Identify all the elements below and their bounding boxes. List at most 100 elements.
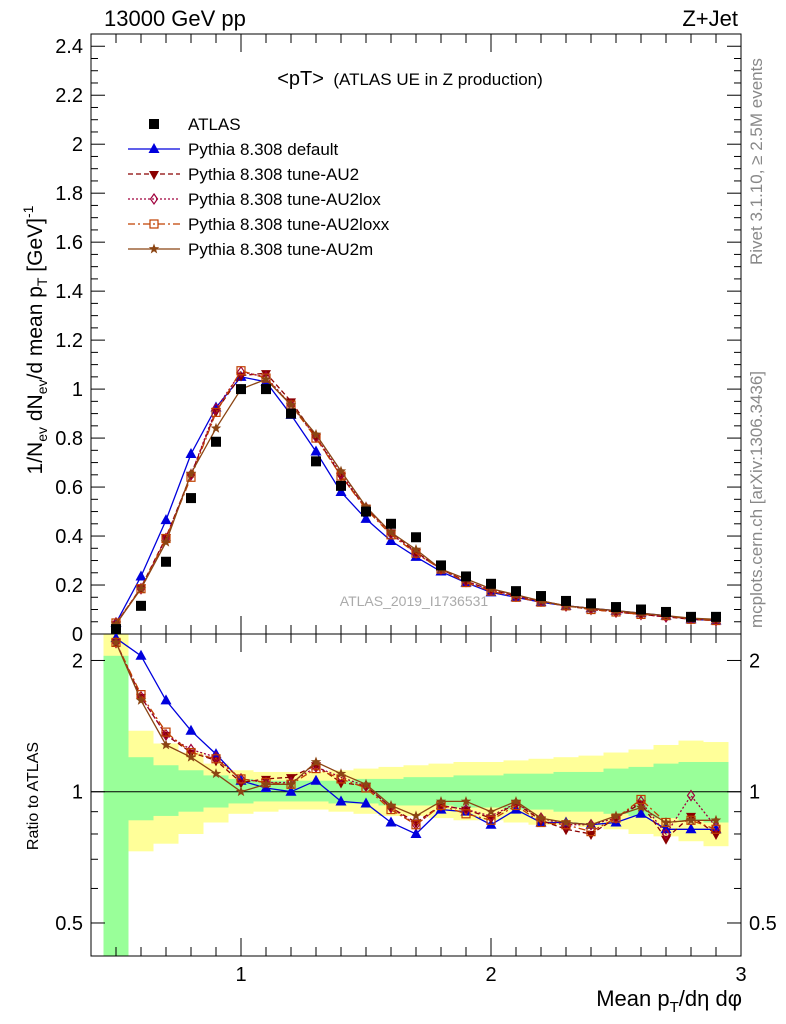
ratio-point [160,694,172,705]
main-series [110,365,722,634]
ratio-point [635,802,647,812]
atlas-point [536,591,546,602]
legend-marker [148,143,160,153]
atlas-point [261,384,271,395]
ratio-point [485,806,497,817]
ratio-point [610,810,622,821]
ratio-point [410,827,422,838]
ratio-point [460,795,472,806]
ratio-point [360,778,372,789]
legend-marker [149,192,159,206]
ratio-point [260,778,272,789]
atlas-point [336,480,346,491]
ratio-point [686,789,696,802]
y-tick-label: 0.8 [55,428,83,450]
band-inner [178,770,204,812]
ratio-y-tick-label-right: 0.5 [749,913,777,935]
series-point [110,618,122,629]
ratio-point [336,779,346,789]
y-tick-label: 1.4 [55,281,83,303]
series-point [185,468,197,479]
atlas-point [686,611,696,622]
ratio-point [135,694,147,705]
x-tick-label: 1 [235,964,246,986]
ratio-point [486,815,496,825]
ratio-y-tick-label-right: 1 [749,782,760,804]
atlas-point [486,578,496,589]
ratio-point [185,724,197,735]
atlas-point [136,600,146,611]
ratio-point [210,768,222,779]
rivet-label: Rivet 3.1.10, ≥ 2.5M events [747,58,766,265]
uncertainty-bands [103,634,729,956]
band-inner [128,757,154,821]
legend-marker [149,119,159,129]
ratio-line [115,642,717,836]
ratio-ylabel: Ratio to ATLAS [25,742,42,850]
atlas-point [586,598,596,609]
series-point [236,365,246,379]
series-point [360,512,372,523]
band-inner [653,763,679,819]
atlas-point [711,611,721,622]
series-point [385,534,397,545]
ratio-point [161,727,171,737]
ratio-point [461,809,471,819]
ratio-point [261,776,271,789]
y-tick-label: 1.2 [55,330,83,352]
y-tick-label: 2.4 [55,36,83,58]
ratio-point [236,774,246,784]
series-point [285,399,297,410]
legend-marker [148,243,160,254]
atlas-point [461,571,471,582]
ratio-point [335,795,347,806]
ratio-y-tick-label: 0.5 [55,913,83,935]
atlas-point [211,436,221,447]
series-point [335,465,347,476]
ratio-point [661,835,671,845]
ratio-point [360,797,372,808]
atlas-point [311,456,321,467]
ratio-point [560,817,572,827]
series-point [185,448,197,458]
watermark-label: ATLAS_2019_I1736531 [340,593,489,609]
atlas-point [636,604,646,615]
ratio-point [110,636,122,647]
atlas-point [361,506,371,517]
svg-text:1/Nev dNev/d mean pT [GeV]-1: 1/Nev dNev/d mean pT [GeV]-1 [20,205,50,474]
y-tick-label: 0.6 [55,477,83,499]
series-line [115,378,717,625]
legend-marker [149,219,159,229]
ratio-point [310,774,322,785]
main-ylabel: 1/Nev dNev/d mean pT [GeV]-1 [20,205,50,474]
legend-label: Pythia 8.308 default [188,140,339,159]
legend-label: Pythia 8.308 tune-AU2lox [188,190,381,209]
main-plot: 0 0.2 0.4 0.6 0.8 1 1.2 1.4 1.6 1.8 2 2.2 2.4 [55,33,742,646]
atlas-point [511,586,521,597]
ratio-point [285,778,297,789]
atlas-point [286,408,296,419]
series-line [115,372,717,625]
series-point [335,485,347,496]
legend-label: Pythia 8.308 tune-AU2 [188,165,359,184]
series-point [135,583,147,594]
ratio-point [510,795,522,806]
ratio-point [710,823,722,834]
ratio-point [385,799,397,810]
band-inner [703,761,729,823]
ratio-point [585,819,597,830]
ratio-point [311,763,321,774]
ratio-point [710,814,722,825]
series-point [160,536,172,547]
series-line [115,376,717,624]
legend-label: Pythia 8.308 tune-AU2m [188,240,373,259]
ratio-point [335,768,347,779]
ratio-y-tick-label: 2 [72,650,83,672]
series-point [135,570,147,581]
legend: ATLAS Pythia 8.308 default Pythia 8.308 tu… [128,115,390,259]
series-line [115,369,717,624]
series-point [211,407,221,417]
ratio-point [535,812,547,823]
ratio-point [185,751,197,762]
